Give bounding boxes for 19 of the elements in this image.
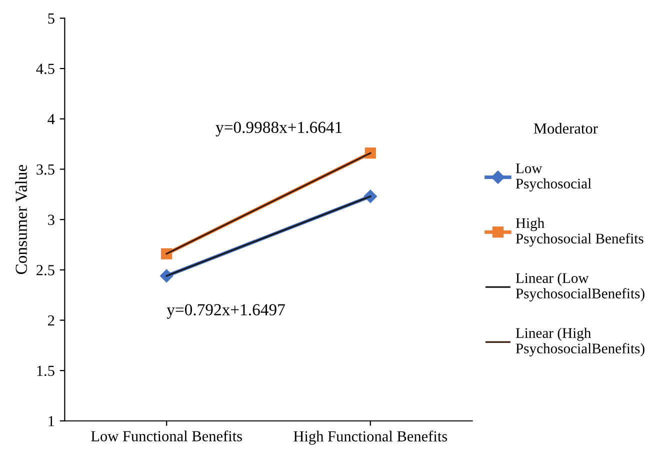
x-tick-label: High Functional Benefits	[294, 430, 448, 445]
legend-label: Low Psychosocial	[516, 164, 592, 192]
annotation: y=0.792x+1.6497	[166, 304, 285, 319]
y-tick-label: 5	[48, 13, 54, 24]
y-tick-label: 2	[48, 315, 54, 326]
y-tick-label: 3	[48, 214, 54, 225]
y-tick-label: 1.5	[37, 366, 54, 376]
y-tick-label: 2.5	[36, 265, 54, 276]
y-tick-label: 1	[48, 416, 54, 426]
annotation: y=0.9988x+1.6641	[216, 122, 342, 136]
x-tick-label: Low Functional Benefits	[91, 430, 242, 442]
y-tick-label: 3.5	[36, 164, 54, 175]
legend-label: Linear (Low PsychosocialBenefits)	[516, 272, 644, 302]
legend-title: Moderator	[534, 122, 598, 134]
legend-label: Linear (High PsychosocialBenefits)	[516, 328, 644, 356]
legend-label: High Psychosocial Benefits	[516, 218, 644, 247]
y-tick-label: 4.5	[36, 64, 54, 74]
y-axis-title: Consumer Value	[15, 164, 28, 274]
y-tick-label: 4	[48, 114, 55, 124]
